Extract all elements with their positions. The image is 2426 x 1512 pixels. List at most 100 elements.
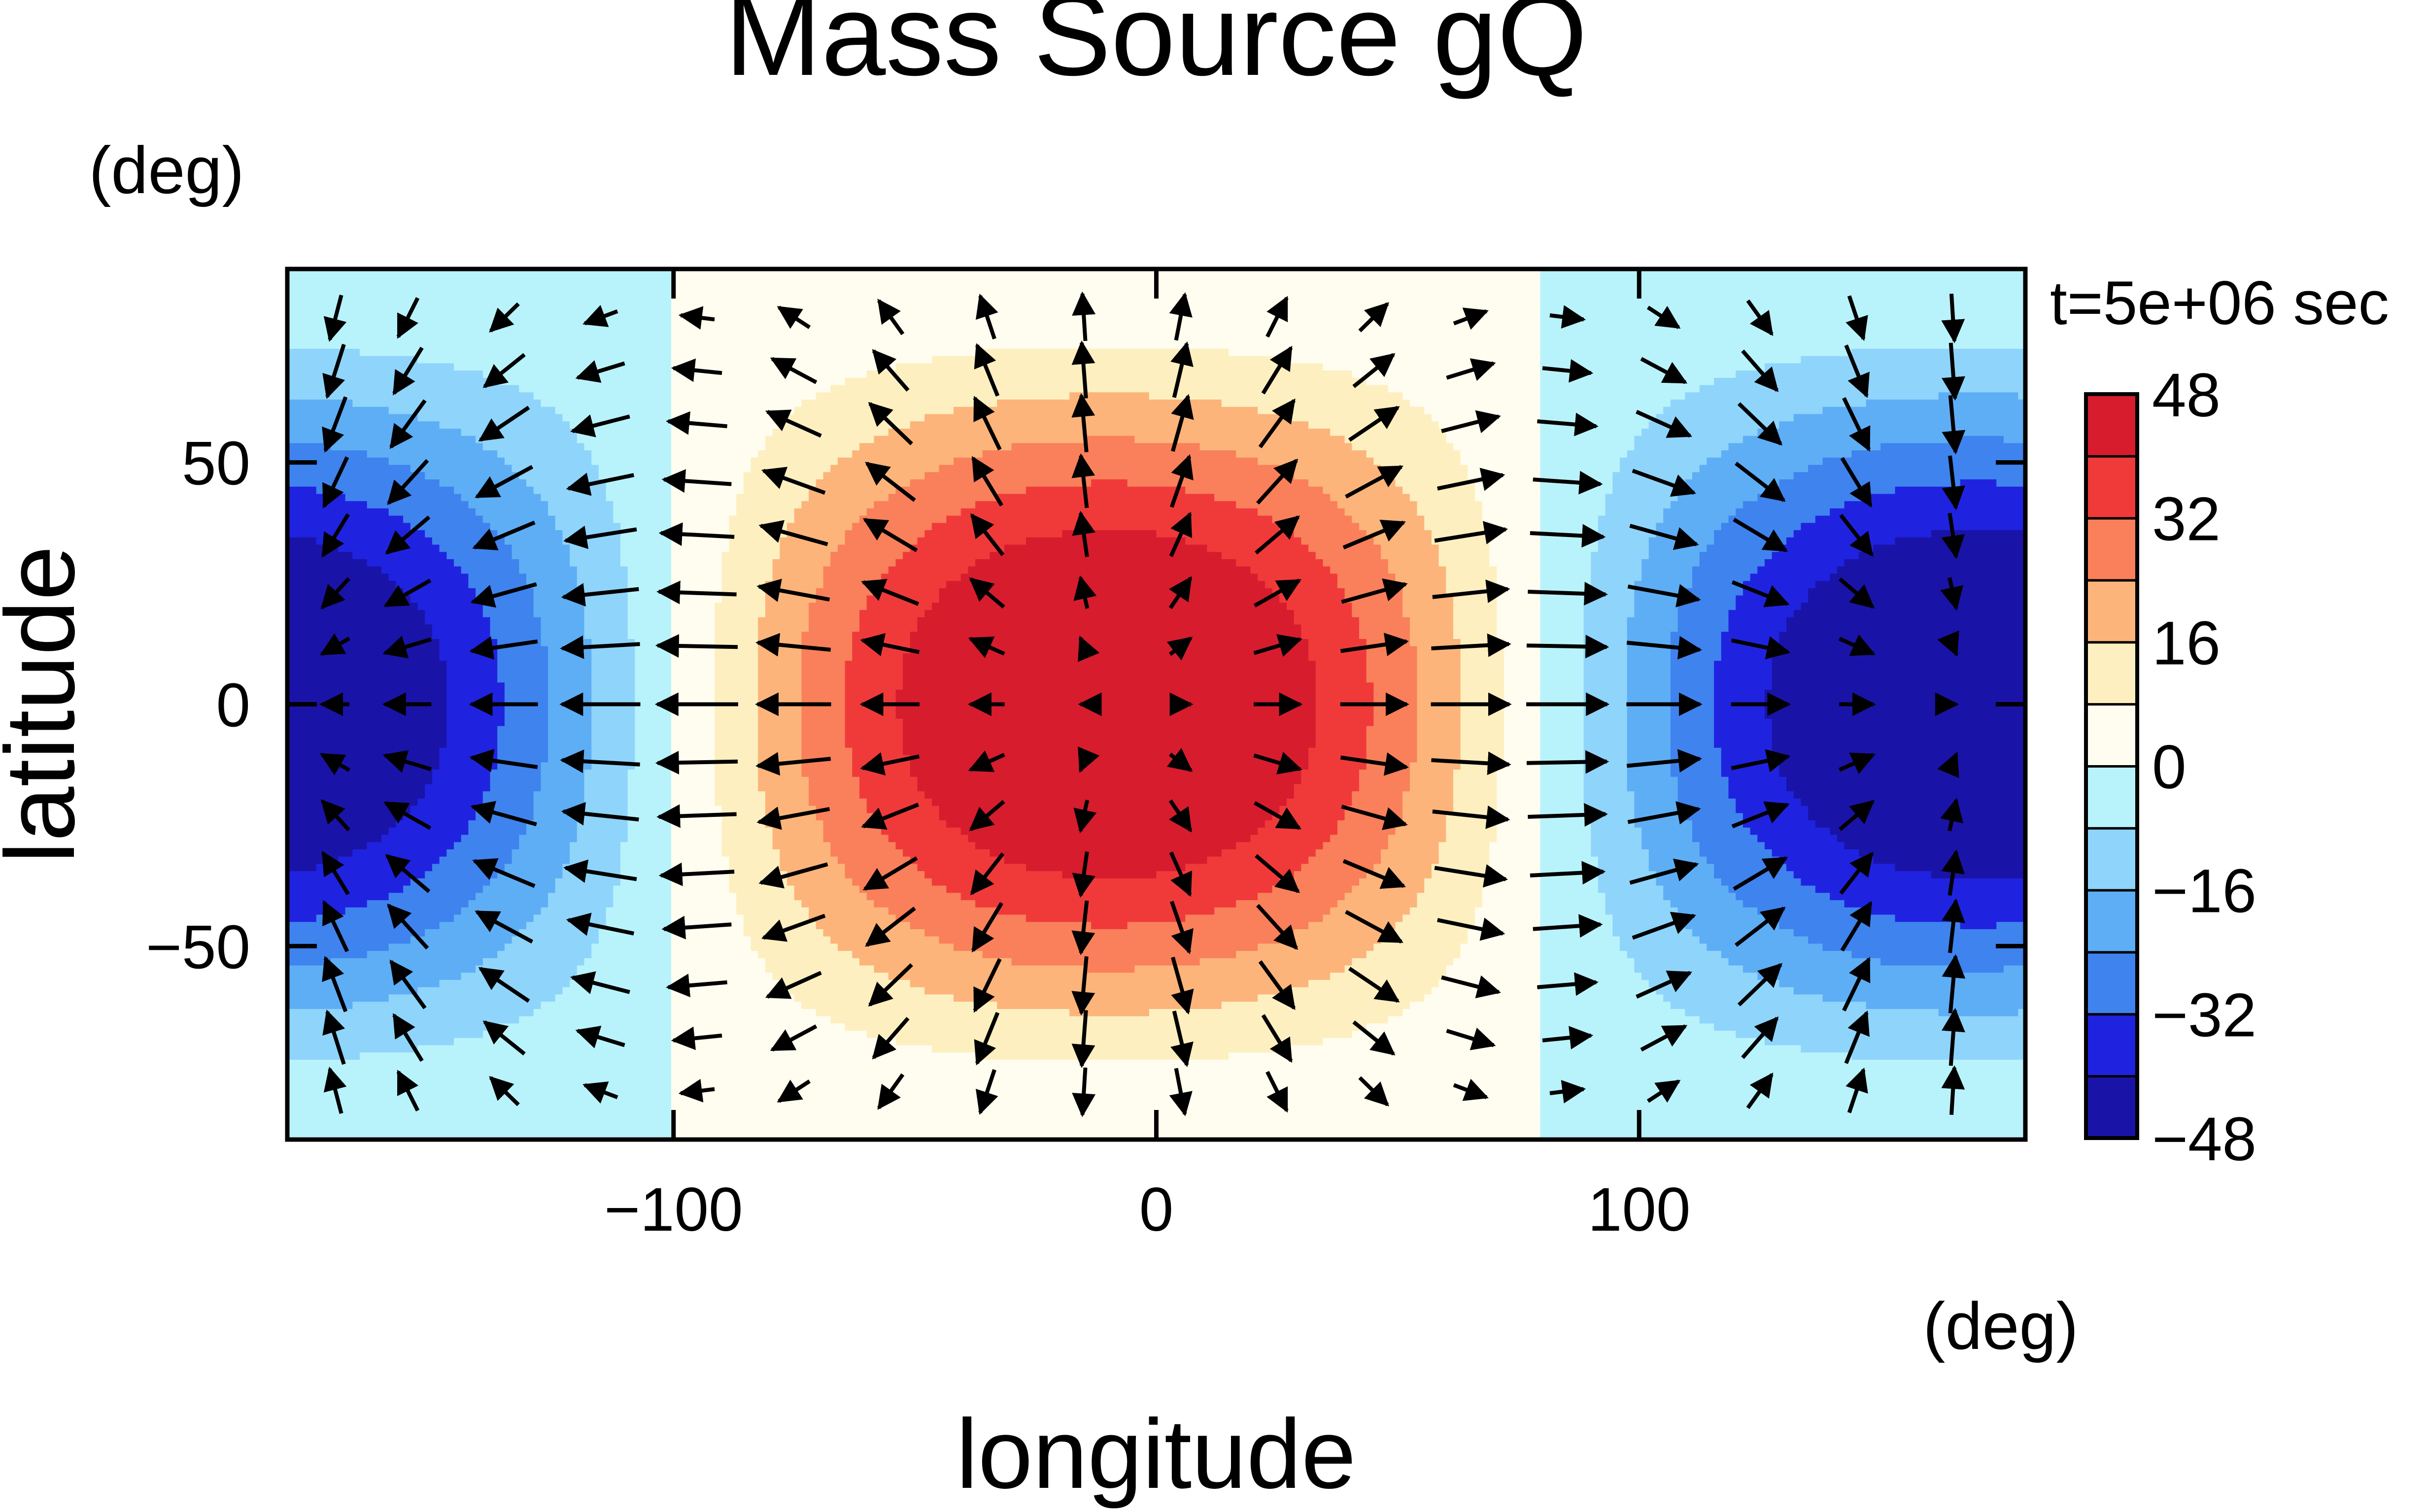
contour-cell <box>1497 566 1541 574</box>
contour-cell <box>1337 900 1418 908</box>
contour-cell <box>1598 885 1664 894</box>
contour-cell <box>1540 820 1592 828</box>
contour-cell <box>1236 501 1338 509</box>
contour-cell <box>671 936 752 944</box>
contour-cell <box>1540 1002 1671 1009</box>
contour-cell <box>1772 668 2025 676</box>
contour-cell <box>1482 508 1541 516</box>
contour-cell <box>591 682 636 690</box>
contour-cell <box>801 711 846 719</box>
contour-cell <box>765 791 809 799</box>
contour-cell <box>1540 472 1613 480</box>
contour-cell <box>1873 544 2025 552</box>
contour-cell <box>1801 1045 2025 1053</box>
wind-vector-arrow <box>383 578 432 607</box>
contour-cell <box>606 907 672 915</box>
contour-cell <box>1091 922 1128 930</box>
contour-cell <box>1489 864 1541 872</box>
contour-cell <box>584 624 628 632</box>
contour-cell <box>671 820 722 828</box>
wind-vector-arrow <box>319 752 350 775</box>
contour-cell <box>1279 806 1345 814</box>
contour-cell <box>381 566 462 574</box>
contour-cell <box>801 639 853 647</box>
contour-cell <box>1402 392 1541 400</box>
wind-vector-arrow <box>973 958 1002 1013</box>
contour-cell <box>903 653 1309 661</box>
contour-cell <box>1793 610 2025 618</box>
contour-cell <box>1323 363 1541 371</box>
contour-cell <box>809 784 860 792</box>
contour-cell <box>1685 392 1939 400</box>
contour-cell <box>446 740 498 748</box>
wind-vector-arrow <box>1169 511 1193 557</box>
contour-cell <box>671 595 722 604</box>
contour-cell <box>1503 675 1541 683</box>
contour-cell <box>1670 711 1714 719</box>
wind-vector-arrow <box>1352 353 1396 388</box>
contour-cell <box>1743 900 1845 908</box>
contour-cell <box>287 1081 672 1089</box>
contour-cell <box>1656 414 1794 422</box>
contour-cell <box>715 762 759 770</box>
contour-cell <box>1294 929 1389 937</box>
contour-cell <box>1272 515 1353 524</box>
contour-cell <box>1503 755 1541 763</box>
contour-cell <box>1475 907 1541 915</box>
wind-vector-arrow <box>974 343 1000 397</box>
contour-cell <box>584 958 672 966</box>
wind-vector-arrow <box>1731 580 1790 607</box>
contour-cell <box>2003 965 2025 974</box>
contour-cell <box>1540 1060 2025 1068</box>
contour-cell <box>1540 559 1592 567</box>
contour-cell <box>352 400 542 407</box>
contour-cell <box>780 856 838 865</box>
contour-cell <box>287 653 440 661</box>
contour-cell <box>613 900 672 908</box>
contour-cell <box>895 690 1316 698</box>
contour-cell <box>1482 900 1541 908</box>
wind-vector-arrow <box>1171 956 1194 1015</box>
contour-cell <box>287 994 389 1002</box>
wind-vector-arrow <box>563 859 637 883</box>
y-tick-label: −50 <box>146 913 250 981</box>
contour-cell <box>417 987 563 995</box>
wind-vector-arrow <box>865 907 916 947</box>
contour-cell <box>287 1052 360 1060</box>
contour-cell <box>439 762 498 770</box>
contour-cell <box>809 603 867 610</box>
wind-vector-arrow <box>387 903 429 950</box>
contour-cell <box>1453 632 1497 639</box>
contour-cell <box>1315 711 1374 719</box>
contour-cell <box>468 827 527 836</box>
contour-cell <box>1677 907 1758 915</box>
contour-cell <box>671 1052 983 1060</box>
contour-cell <box>410 936 513 944</box>
contour-cell <box>541 1002 672 1009</box>
contour-cell <box>548 711 592 719</box>
contour-cell <box>671 718 715 727</box>
contour-cell <box>417 603 483 610</box>
wind-vector-arrow <box>756 806 830 830</box>
contour-cell <box>388 508 476 516</box>
contour-cell <box>1185 914 1324 922</box>
colorbar-swatch <box>2084 579 2139 644</box>
wind-vector-arrow <box>975 1069 998 1115</box>
contour-cell <box>982 1052 1230 1060</box>
contour-cell <box>396 820 469 828</box>
wind-vector-arrow <box>470 801 537 827</box>
wind-vector-arrow <box>489 1075 520 1107</box>
contour-cell <box>620 856 672 865</box>
contour-cell <box>1663 893 1736 901</box>
contour-cell <box>1779 856 1874 865</box>
wind-vector-arrow <box>1940 798 1964 832</box>
contour-cell <box>1728 610 1794 618</box>
contour-cell <box>548 661 592 669</box>
wind-vector-arrow <box>1071 340 1095 399</box>
wind-vector-arrow <box>1530 524 1606 548</box>
wind-vector-arrow <box>566 472 635 496</box>
contour-cell <box>541 784 585 792</box>
contour-cell <box>287 1045 418 1053</box>
contour-cell <box>1641 973 1758 980</box>
wind-vector-arrow <box>322 1009 346 1065</box>
